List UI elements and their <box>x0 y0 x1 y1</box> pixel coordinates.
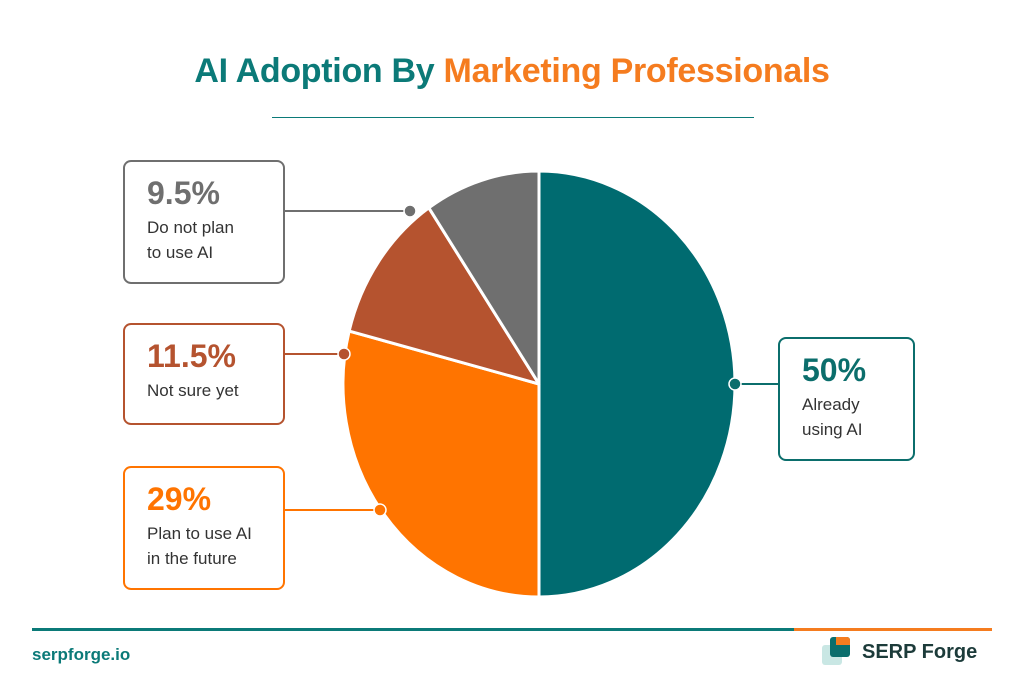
label-not-sure: 11.5% Not sure yet <box>123 323 285 425</box>
connector-plan-to-use-dot <box>373 503 387 517</box>
label-not-sure-value: 11.5% <box>147 338 236 374</box>
pie-slices <box>341 169 737 599</box>
label-already-using: 50% Already using AI <box>778 337 915 461</box>
label-not-sure-text: Not sure yet <box>147 381 239 400</box>
label-do-not-plan-value: 9.5% <box>147 175 220 211</box>
label-plan-to-use: 29% Plan to use AI in the future <box>123 466 285 590</box>
label-do-not-plan: 9.5% Do not plan to use AI <box>123 160 285 284</box>
pie-slice-do-not-plan <box>427 169 541 386</box>
chart-title: AI Adoption By Marketing Professionals <box>0 52 1024 91</box>
footer-site: serpforge.io <box>32 645 131 664</box>
label-plan-to-use-value: 29% <box>147 481 212 517</box>
serp-forge-logo-icon <box>822 637 852 667</box>
pie-slice-already-using <box>537 169 737 599</box>
title-divider <box>272 117 754 118</box>
pie-slice-not-sure <box>347 206 541 386</box>
label-already-using-text: Already using AI <box>802 395 863 439</box>
label-already-using-value: 50% <box>802 352 867 388</box>
connector-not-sure-dot <box>337 347 351 361</box>
label-do-not-plan-text: Do not plan to use AI <box>147 218 234 262</box>
connector-do-not-plan-dot <box>403 204 417 218</box>
brand-name: SERP Forge <box>862 640 978 663</box>
title-part-2: Marketing Professionals <box>443 52 830 90</box>
label-plan-to-use-text: Plan to use AI in the future <box>147 524 252 568</box>
brand: SERP Forge <box>822 637 977 667</box>
connectors <box>285 204 778 517</box>
title-part-1: AI Adoption By <box>194 52 435 90</box>
connector-already-using-dot <box>728 377 742 391</box>
footer-rule-teal <box>32 628 794 631</box>
footer-rule-orange <box>794 628 992 631</box>
